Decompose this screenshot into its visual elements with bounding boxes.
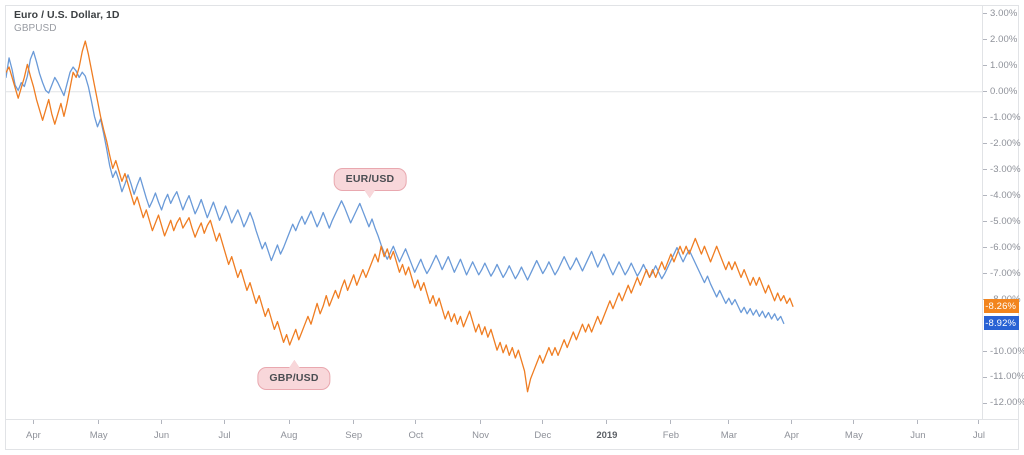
price-axis-label: -5.00%	[990, 215, 1021, 227]
price-axis-label: -2.00%	[990, 137, 1021, 149]
time-axis-label: Jun	[153, 430, 170, 441]
tick-dash-icon	[983, 376, 987, 378]
tick-dash-icon	[983, 247, 987, 249]
tick-dash-icon	[670, 420, 672, 424]
tick-dash-icon	[288, 420, 290, 424]
price-axis-label: 3.00%	[990, 7, 1018, 19]
price-axis-label: 2.00%	[990, 33, 1018, 45]
series-canvas	[6, 40, 982, 393]
chart-title: Euro / U.S. Dollar, 1D	[14, 9, 120, 21]
time-axis-label: Nov	[472, 430, 490, 441]
time-axis-label: Dec	[534, 430, 552, 441]
callout-eurusd[interactable]: EUR/USD	[333, 168, 407, 198]
callout-gbpusd[interactable]: GBP/USD	[257, 360, 331, 390]
callout-eurusd-pill: EUR/USD	[333, 168, 407, 198]
series-line-gbpusd[interactable]	[6, 40, 794, 393]
price-axis-label: -10.00%	[990, 345, 1024, 357]
callout-gbpusd-pill: GBP/USD	[257, 360, 331, 390]
tick-dash-icon	[983, 13, 987, 15]
price-axis-label: 0.00%	[990, 85, 1018, 97]
time-axis-label: Jun	[910, 430, 926, 441]
time-axis-label: May	[89, 430, 108, 441]
price-axis-label: -3.00%	[990, 163, 1021, 175]
time-axis-label: Apr	[25, 430, 41, 441]
series-line-eurusd[interactable]	[6, 50, 785, 325]
callout-pointer-icon	[364, 189, 376, 198]
time-axis-label: May	[844, 430, 863, 441]
time-axis-label: Apr	[784, 430, 800, 441]
price-axis-label: -4.00%	[990, 189, 1021, 201]
tick-dash-icon	[983, 169, 987, 171]
tick-dash-icon	[728, 420, 730, 424]
tick-dash-icon	[98, 420, 100, 424]
tick-dash-icon	[32, 420, 34, 424]
tick-dash-icon	[983, 273, 987, 274]
time-axis-label: 2019	[596, 430, 618, 441]
price-axis-label: -6.00%	[990, 241, 1021, 253]
tick-dash-icon	[542, 420, 544, 424]
price-badge-eurusd[interactable]: -8.92%	[984, 316, 1019, 331]
time-axis-label: Aug	[280, 430, 298, 441]
callout-eurusd-label: EUR/USD	[345, 173, 395, 185]
tick-dash-icon	[161, 420, 162, 424]
price-axis-label: -8.00%	[990, 294, 1021, 305]
tick-dash-icon	[978, 420, 980, 424]
time-axis-label: Mar	[720, 430, 738, 441]
tick-dash-icon	[853, 420, 855, 424]
price-badge-value: -8.92%	[985, 317, 1016, 329]
time-axis-label: Oct	[408, 430, 424, 441]
tick-dash-icon	[983, 65, 987, 67]
price-axis-label: -7.00%	[990, 267, 1021, 279]
price-axis-label: 1.00%	[990, 59, 1018, 71]
price-axis[interactable]: 3.00% 2.00% 1.00% 0.00% -1.00% -2.00% -3.00% -4…	[982, 6, 1024, 419]
tick-dash-icon	[983, 195, 987, 197]
tick-dash-icon	[415, 420, 417, 424]
chart-frame	[5, 5, 1019, 450]
price-badge-value: -8.26%	[985, 300, 1016, 312]
tick-dash-icon	[353, 420, 355, 424]
tick-dash-icon	[983, 221, 987, 223]
tick-dash-icon	[983, 39, 987, 41]
price-badge-gbpusd[interactable]: -8.26%	[984, 299, 1019, 314]
time-axis[interactable]: Apr May Jun Jul Aug Sep Oct Nov Dec 2019 Feb Mar Apr…	[6, 419, 1019, 449]
tick-dash-icon	[983, 402, 987, 404]
time-axis-label: Sep	[345, 430, 363, 441]
chart-legend: Euro / U.S. Dollar, 1D GBPUSD	[14, 8, 120, 35]
tick-dash-icon	[223, 420, 225, 424]
tick-dash-icon	[606, 420, 608, 424]
chart-symbol: GBPUSD	[14, 23, 57, 34]
time-axis-label: Jul	[972, 430, 985, 441]
plot-area[interactable]	[6, 6, 982, 419]
tick-dash-icon	[480, 420, 482, 424]
tick-dash-icon	[983, 351, 987, 352]
tick-dash-icon	[983, 91, 987, 93]
tick-dash-icon	[983, 143, 987, 145]
price-axis-label: -11.00%	[990, 371, 1024, 383]
price-axis-label: -12.00%	[990, 397, 1024, 409]
callout-pointer-icon	[288, 360, 300, 369]
tick-dash-icon	[791, 420, 793, 424]
tick-dash-icon	[983, 117, 987, 119]
time-axis-label: Feb	[662, 430, 680, 441]
tick-dash-icon	[917, 420, 919, 424]
callout-gbpusd-label: GBP/USD	[269, 372, 319, 384]
time-axis-label: Jul	[218, 430, 231, 441]
price-axis-label: -1.00%	[990, 111, 1021, 123]
